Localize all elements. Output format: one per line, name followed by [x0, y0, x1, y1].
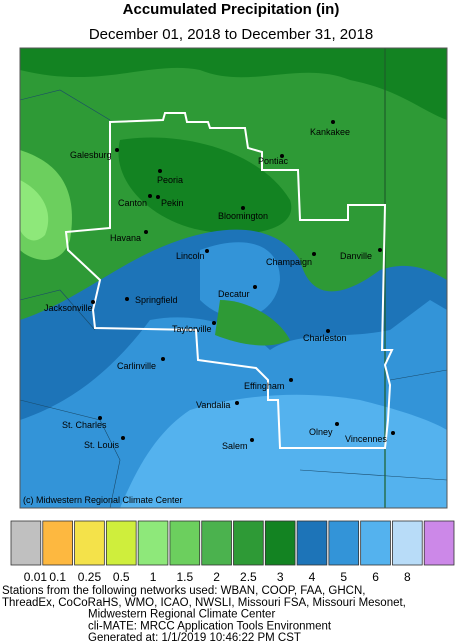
city-label: Bloomington: [218, 211, 268, 221]
legend-label: 8: [404, 570, 411, 584]
legend-swatch: [10, 520, 42, 566]
city-dot: [331, 120, 335, 124]
city-dot: [125, 297, 129, 301]
city-dot: [212, 321, 216, 325]
legend-swatch: [360, 520, 391, 566]
city-dot: [144, 230, 148, 234]
city-dot: [161, 357, 165, 361]
city-dot: [335, 422, 339, 426]
city-dot: [289, 378, 293, 382]
city-label: Jacksonville: [44, 303, 93, 313]
legend-label: 0.5: [113, 570, 130, 584]
footer-line: ThreadEx, CoCoRaHS, WMO, ICAO, NWSLI, Mi…: [2, 597, 406, 609]
title: Accumulated Precipitation (in): [123, 1, 340, 18]
city-dot: [312, 252, 316, 256]
city-label: St. Charles: [62, 420, 107, 430]
legend-label: 5: [340, 570, 347, 584]
legend-swatch: [264, 520, 296, 566]
footer-line: cli-MATE: MRCC Application Tools Environ…: [88, 620, 332, 632]
city-label: Kankakee: [310, 127, 350, 137]
legend-swatch: [42, 520, 73, 566]
city-dot: [280, 154, 284, 158]
footer-line: Stations from the following networks use…: [2, 585, 365, 597]
city-dot: [156, 195, 160, 199]
city-label: Canton: [118, 198, 147, 208]
city-dot: [241, 206, 245, 210]
legend-label: 0.25: [78, 570, 102, 584]
legend-label: 2.5: [240, 570, 257, 584]
legend-swatch: [392, 520, 423, 566]
map-frame: [19, 47, 448, 509]
legend-swatch: [74, 520, 105, 566]
credit: (c) Midwestern Regional Climate Center: [23, 495, 183, 505]
city-label: Taylorville: [172, 324, 212, 334]
city-label: Galesburg: [70, 150, 112, 160]
legend-label: 1: [150, 570, 157, 584]
city-dot: [235, 401, 239, 405]
city-dot: [115, 148, 119, 152]
subtitle: December 01, 2018 to December 31, 2018: [89, 26, 373, 43]
footer-line: Midwestern Regional Climate Center: [88, 609, 275, 621]
legend-label: 0.1: [49, 570, 66, 584]
city-label: Charleston: [303, 333, 347, 343]
legend-label: 0.01: [24, 570, 48, 584]
city-label: Champaign: [266, 257, 312, 267]
legend-swatch: [169, 520, 201, 566]
legend-swatch: [201, 520, 232, 566]
city-label: Carlinville: [117, 361, 156, 371]
city-dot: [121, 436, 125, 440]
legend-swatch: [328, 520, 360, 566]
city-dot: [250, 438, 254, 442]
legend-swatch: [296, 520, 328, 566]
city-dot: [158, 169, 162, 173]
legend-label: 4: [309, 570, 316, 584]
legend-swatch: [233, 520, 264, 566]
city-dot: [253, 285, 257, 289]
city-dot: [205, 249, 209, 253]
city-label: Pontiac: [258, 156, 289, 166]
legend-swatch: [105, 520, 137, 566]
legend-label: 3: [277, 570, 284, 584]
city-label: Peoria: [157, 175, 183, 185]
city-label: Lincoln: [176, 251, 205, 261]
legend-label: 1.5: [176, 570, 193, 584]
legend-label: 6: [372, 570, 379, 584]
city-label: Decatur: [218, 289, 250, 299]
city-label: Pekin: [161, 198, 184, 208]
city-label: Danville: [340, 251, 372, 261]
footer-line: Generated at: 1/1/2019 10:46:22 PM CST: [88, 632, 301, 643]
city-label: St. Louis: [84, 440, 120, 450]
city-label: Vandalia: [196, 400, 230, 410]
city-dot: [98, 416, 102, 420]
city-dot: [148, 194, 152, 198]
city-dot: [91, 300, 95, 304]
city-label: Olney: [309, 427, 333, 437]
city-dot: [378, 248, 382, 252]
city-label: Springfield: [135, 295, 178, 305]
city-dot: [391, 431, 395, 435]
city-dot: [326, 329, 330, 333]
city-label: Effingham: [244, 381, 284, 391]
legend-swatch: [423, 520, 455, 566]
legend-swatch: [137, 520, 169, 566]
city-label: Vincennes: [345, 434, 387, 444]
legend-label: 2: [213, 570, 220, 584]
city-label: Havana: [110, 233, 141, 243]
precip-field: [20, 48, 447, 508]
city-label: Salem: [222, 441, 248, 451]
